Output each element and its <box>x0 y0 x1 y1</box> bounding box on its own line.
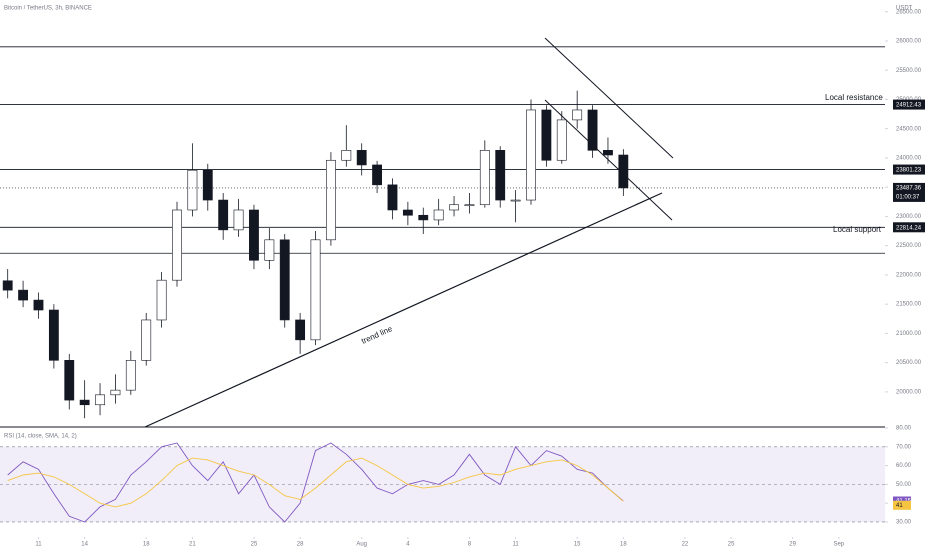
x-tick-label: 4 <box>406 542 410 548</box>
rsi-value-box <box>893 500 911 510</box>
price-box-label: 24912.43 <box>896 103 922 109</box>
candle-body <box>295 319 306 341</box>
candle-body <box>48 309 59 361</box>
x-tick-label: Sep <box>833 542 844 548</box>
candle-body <box>464 204 475 207</box>
candle-body <box>587 109 598 151</box>
y-tick-label: 26500.00 <box>896 9 922 15</box>
price-box <box>893 222 925 233</box>
rsi-line <box>7 457 624 508</box>
price-box <box>893 164 925 175</box>
rsi-y-tick-label: 80.00 <box>896 426 912 432</box>
annotation: Local resistance <box>825 93 883 102</box>
x-tick-label: 28 <box>297 542 304 548</box>
x-tick-label: 25 <box>251 542 258 548</box>
candle-body <box>233 209 244 231</box>
candle-body <box>372 164 383 186</box>
y-tick-label: 26000.00 <box>896 39 922 45</box>
candle-body <box>572 109 583 121</box>
y-tick-label: 24000.00 <box>896 156 922 162</box>
candle-body <box>249 209 259 261</box>
candle-body <box>449 204 459 211</box>
candle-body <box>418 214 429 221</box>
rsi-y-tick-label: 30.00 <box>896 520 912 526</box>
annotation: Local support <box>833 225 882 234</box>
y-tick-label: 24500.00 <box>896 126 922 132</box>
candle-body <box>218 199 229 231</box>
last-price-box <box>893 182 925 202</box>
x-tick-label: Aug <box>356 542 367 548</box>
candle-body <box>556 119 567 161</box>
last-price-label: 23487.36 <box>896 185 922 191</box>
candle-body <box>264 239 275 261</box>
y-tick-label: 22000.00 <box>896 272 922 278</box>
x-tick-label: 15 <box>574 542 581 548</box>
candle-body <box>510 199 521 202</box>
candle-body <box>356 150 367 166</box>
y-tick-label: 21000.00 <box>896 331 922 337</box>
x-tick-label: 11 <box>512 542 519 548</box>
x-tick-label: 18 <box>620 542 627 548</box>
rsi-value-label: 41 <box>896 503 903 509</box>
candle-body <box>18 289 29 301</box>
candle-body <box>433 209 444 221</box>
candle-body <box>603 150 613 156</box>
candle-body <box>341 150 352 161</box>
candle-body <box>402 209 413 216</box>
x-tick-label: 18 <box>143 542 150 548</box>
candle-body <box>64 360 75 401</box>
candle-body <box>2 280 13 291</box>
x-tick-label: 8 <box>468 542 472 548</box>
price-box-label: 22814.24 <box>896 225 922 231</box>
candle-body <box>279 239 290 321</box>
y-tick-label: 22500.00 <box>896 243 922 249</box>
y-tick-label: 25500.00 <box>896 68 922 74</box>
x-tick-label: 29 <box>789 542 796 548</box>
x-tick-label: 25 <box>728 542 735 548</box>
y-tick-label: 21500.00 <box>896 302 922 308</box>
y-tick-label: 20000.00 <box>896 389 922 395</box>
candle-body <box>125 360 136 391</box>
candle-body <box>387 184 398 211</box>
candle-body <box>110 389 121 396</box>
currency: USDT <box>896 6 913 12</box>
candle-body <box>325 159 336 241</box>
y-tick-label: 23000.00 <box>896 214 922 220</box>
rsi-y-tick-label: 50.00 <box>896 482 912 488</box>
candle-body <box>156 279 167 321</box>
chart-title: Bitcoin / TetherUS, 3h, BINANCE <box>4 6 92 12</box>
rsi-y-tick-label: 70.00 <box>896 444 912 450</box>
candle-body <box>95 394 105 406</box>
candle-body <box>202 169 213 201</box>
x-tick-label: 21 <box>189 542 196 548</box>
candle-body <box>479 150 490 206</box>
candle-body <box>33 299 44 311</box>
price-box <box>893 99 925 110</box>
candle-body <box>172 209 182 281</box>
candle-body <box>618 154 629 189</box>
rsi-line <box>7 442 624 523</box>
channel-upper <box>544 37 674 159</box>
candle-body <box>495 150 506 201</box>
candle-body <box>526 109 536 201</box>
countdown: 01:00:37 <box>896 194 920 200</box>
candle-body <box>541 109 552 161</box>
rsi-title: RSI (14, close, SMA, 14, 2) <box>4 434 77 440</box>
x-tick-label: 11 <box>35 542 42 548</box>
candle-body <box>79 399 90 406</box>
rsi-y-tick-label: 60.00 <box>896 463 912 469</box>
x-tick-label: 22 <box>682 542 689 548</box>
y-tick-label: 20500.00 <box>896 360 922 366</box>
candle-body <box>187 169 198 211</box>
candle-body <box>141 319 152 361</box>
trend-line <box>144 192 663 428</box>
price-box-label: 23801.23 <box>896 168 922 174</box>
rsi-band <box>0 446 885 522</box>
candle-body <box>310 239 321 341</box>
x-tick-label: 14 <box>81 542 88 548</box>
